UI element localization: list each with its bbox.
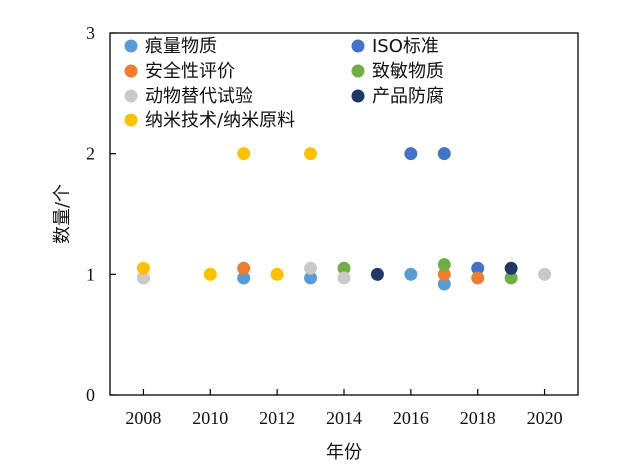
legend-marker bbox=[124, 64, 138, 78]
data-point bbox=[203, 267, 217, 281]
x-axis-title: 年份 bbox=[326, 442, 362, 463]
legend-label: 致敏物质 bbox=[372, 61, 444, 82]
x-tick-label: 2016 bbox=[393, 408, 429, 428]
data-point bbox=[337, 271, 351, 285]
axis-ticks: 2008 2010 2012 2014 2016 2018 2020 0 1 2 3 bbox=[86, 23, 563, 428]
x-tick-label: 2012 bbox=[259, 408, 295, 428]
y-tick-label: 0 bbox=[86, 385, 95, 405]
legend-marker bbox=[124, 39, 138, 53]
x-tick-label: 2010 bbox=[192, 408, 228, 428]
x-tick-label: 2020 bbox=[527, 408, 563, 428]
data-point bbox=[304, 271, 318, 285]
data-point bbox=[270, 267, 284, 281]
data-point bbox=[237, 271, 251, 285]
y-tick-label: 3 bbox=[86, 23, 95, 43]
y-tick-label: 1 bbox=[86, 264, 95, 284]
data-point bbox=[237, 147, 251, 161]
legend-marker bbox=[351, 39, 365, 53]
legend-label: 产品防腐 bbox=[372, 86, 444, 107]
data-point bbox=[504, 271, 518, 285]
x-tick-label: 2008 bbox=[125, 408, 161, 428]
legend-label: ISO标准 bbox=[372, 36, 439, 57]
y-tick-label: 2 bbox=[86, 144, 95, 164]
data-point bbox=[471, 261, 485, 275]
data-point bbox=[404, 147, 418, 161]
legend-marker bbox=[124, 89, 138, 103]
data-point bbox=[237, 261, 251, 275]
legend-marker bbox=[351, 64, 365, 78]
legend-label: 动物替代试验 bbox=[145, 86, 253, 107]
data-point bbox=[404, 267, 418, 281]
data-point bbox=[304, 261, 318, 275]
x-tick-label: 2014 bbox=[326, 408, 362, 428]
legend-label: 纳米技术/纳米原料 bbox=[145, 110, 295, 131]
x-tick-label: 2018 bbox=[460, 408, 496, 428]
data-point bbox=[437, 267, 451, 281]
data-point bbox=[136, 261, 150, 275]
data-point bbox=[304, 147, 318, 161]
legend-label: 痕量物质 bbox=[145, 36, 217, 57]
legend-marker bbox=[124, 113, 138, 127]
data-points bbox=[136, 147, 552, 291]
data-point bbox=[437, 277, 451, 291]
data-point bbox=[136, 271, 150, 285]
data-point bbox=[437, 147, 451, 161]
y-axis-title: 数量/个 bbox=[52, 184, 73, 244]
data-point bbox=[504, 261, 518, 275]
legend-label: 安全性评价 bbox=[145, 61, 235, 82]
data-point bbox=[437, 258, 451, 272]
data-point bbox=[370, 267, 384, 281]
data-point bbox=[337, 261, 351, 275]
data-point bbox=[471, 271, 485, 285]
legend-marker bbox=[351, 89, 365, 103]
data-point bbox=[538, 267, 552, 281]
